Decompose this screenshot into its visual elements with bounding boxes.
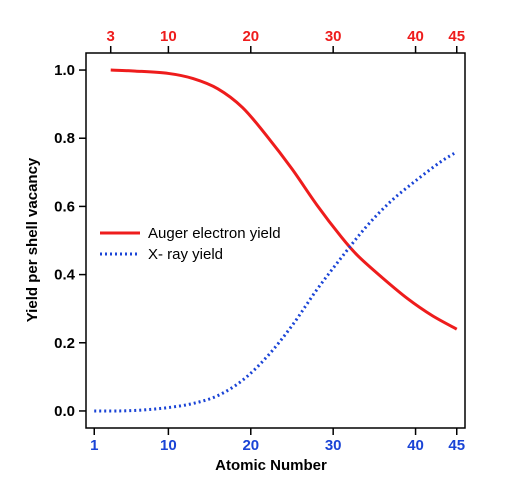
y-axis-title: Yield per shell vacancy	[24, 157, 41, 322]
x-tick-label-top: 40	[407, 28, 424, 45]
legend-label-auger: Auger electron yield	[148, 225, 281, 242]
x-tick-label-bottom: 20	[242, 437, 259, 454]
x-tick-label-bottom: 1	[90, 437, 98, 454]
x-tick-label-top: 10	[160, 28, 177, 45]
y-tick-label: 0.2	[54, 335, 75, 352]
x-tick-label-top: 20	[242, 28, 259, 45]
x-tick-label-bottom: 10	[160, 437, 177, 454]
x-tick-label-top: 45	[448, 28, 465, 45]
series-xray-line	[94, 150, 458, 413]
x-axis-title: Atomic Number	[215, 457, 327, 474]
ticks: 0.0 0.2 0.4 0.6 0.8 1.0 1 10 20 30 40 45 3 10 20 30 40 45	[54, 28, 465, 454]
legend-label-xray: X- ray yield	[148, 246, 223, 263]
y-tick-label: 1.0	[54, 62, 75, 79]
legend: Auger electron yield X- ray yield	[100, 225, 281, 263]
series-auger-line	[110, 68, 458, 331]
y-tick-label: 0.8	[54, 130, 75, 147]
x-tick-label-bottom: 45	[448, 437, 465, 454]
x-tick-label-top: 30	[325, 28, 342, 45]
y-tick-label: 0.4	[54, 267, 76, 284]
x-tick-label-bottom: 30	[325, 437, 342, 454]
x-tick-label-top: 3	[107, 28, 115, 45]
x-tick-label-bottom: 40	[407, 437, 424, 454]
y-tick-label: 0.6	[54, 198, 75, 215]
plot-frame	[85, 52, 466, 429]
y-tick-label: 0.0	[54, 403, 75, 420]
series-layer	[94, 68, 458, 413]
